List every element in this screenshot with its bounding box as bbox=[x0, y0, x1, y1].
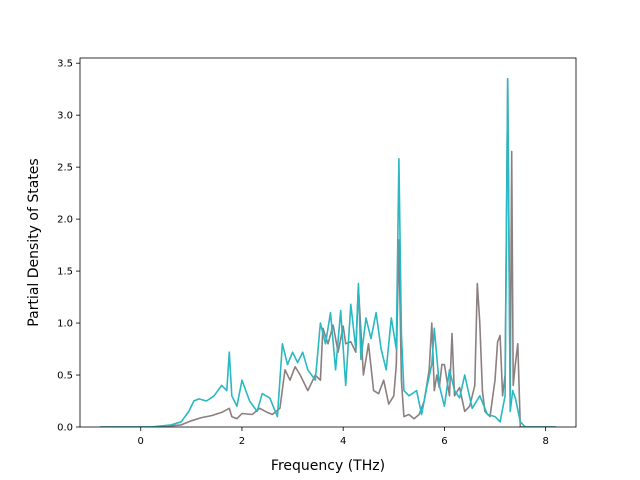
y-tick-label: 0.0 bbox=[57, 423, 73, 434]
plot-area bbox=[80, 58, 576, 427]
x-tick-label: 0 bbox=[138, 436, 144, 447]
plot-frame bbox=[79, 57, 577, 428]
y-tick-label: 3.5 bbox=[57, 59, 73, 70]
x-tick-label: 4 bbox=[340, 436, 346, 447]
y-axis-ticks: 0.0 0.5 1.0 1.5 2.0 2.5 3.0 3.5 bbox=[57, 59, 80, 434]
x-axis-label: Frequency (THz) bbox=[271, 458, 385, 474]
y-axis-label: Partial Density of States bbox=[26, 158, 42, 326]
y-tick-label: 3.0 bbox=[57, 111, 73, 122]
x-tick-label: 8 bbox=[542, 436, 548, 447]
pdos-series-0 bbox=[100, 78, 556, 427]
series-layer bbox=[100, 78, 556, 427]
x-tick-label: 2 bbox=[239, 436, 245, 447]
y-tick-label: 1.0 bbox=[57, 319, 73, 330]
y-tick-label: 2.0 bbox=[57, 215, 73, 226]
pdos-series-1 bbox=[100, 78, 556, 427]
y-tick-label: 1.5 bbox=[57, 267, 73, 278]
y-tick-label: 2.5 bbox=[57, 163, 73, 174]
x-tick-label: 6 bbox=[441, 436, 447, 447]
y-tick-label: 0.5 bbox=[57, 371, 73, 382]
x-axis-ticks: 0 2 4 6 8 bbox=[138, 427, 549, 447]
